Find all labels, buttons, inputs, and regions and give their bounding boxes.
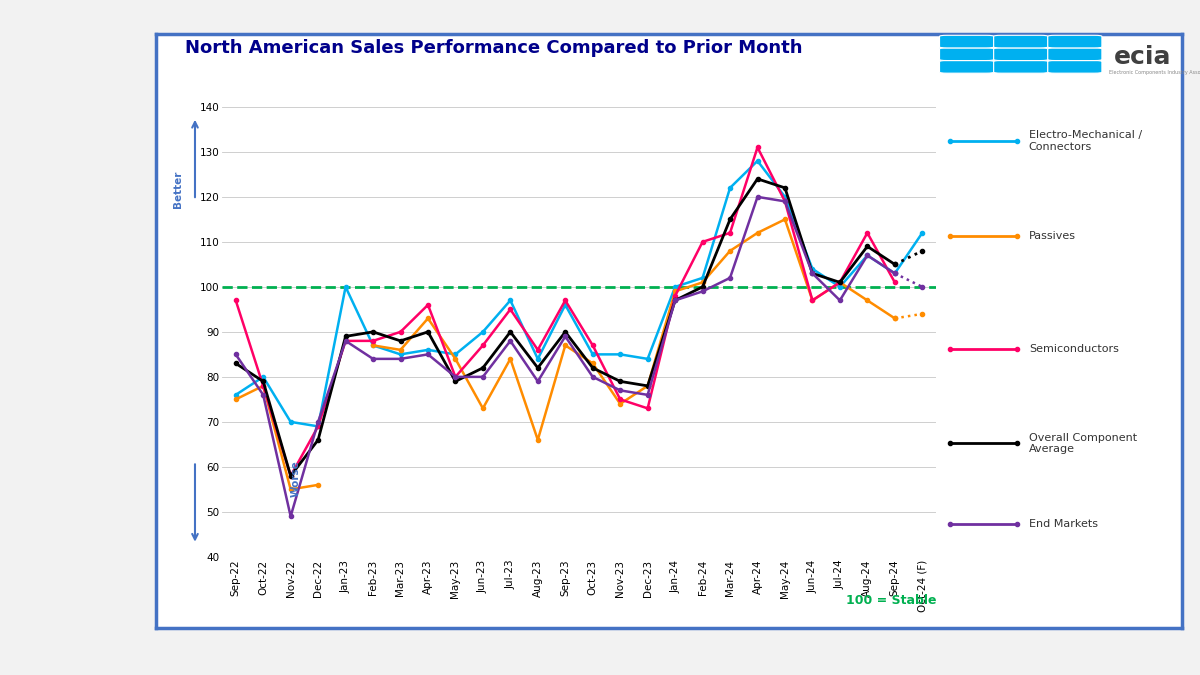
- Text: Worse: Worse: [290, 460, 300, 497]
- FancyBboxPatch shape: [1048, 61, 1102, 73]
- Text: End Markets: End Markets: [1028, 519, 1098, 529]
- Text: Semiconductors: Semiconductors: [1028, 344, 1118, 354]
- FancyBboxPatch shape: [940, 35, 994, 48]
- FancyBboxPatch shape: [1048, 35, 1102, 48]
- FancyBboxPatch shape: [994, 61, 1048, 73]
- FancyBboxPatch shape: [940, 61, 994, 73]
- FancyBboxPatch shape: [994, 35, 1048, 48]
- Text: North American Sales Performance Compared to Prior Month: North American Sales Performance Compare…: [185, 39, 802, 57]
- Text: Passives: Passives: [1028, 231, 1076, 240]
- Text: Electronic Components Industry Association: Electronic Components Industry Associati…: [1109, 70, 1200, 75]
- FancyBboxPatch shape: [994, 48, 1048, 61]
- Text: Better: Better: [173, 171, 182, 209]
- Text: Electro-Mechanical /
Connectors: Electro-Mechanical / Connectors: [1028, 130, 1142, 152]
- Text: Overall Component
Average: Overall Component Average: [1028, 433, 1136, 454]
- Text: 100 = Stable: 100 = Stable: [846, 594, 936, 607]
- FancyBboxPatch shape: [1048, 48, 1102, 61]
- FancyBboxPatch shape: [940, 48, 994, 61]
- Text: ecia: ecia: [1115, 45, 1171, 70]
